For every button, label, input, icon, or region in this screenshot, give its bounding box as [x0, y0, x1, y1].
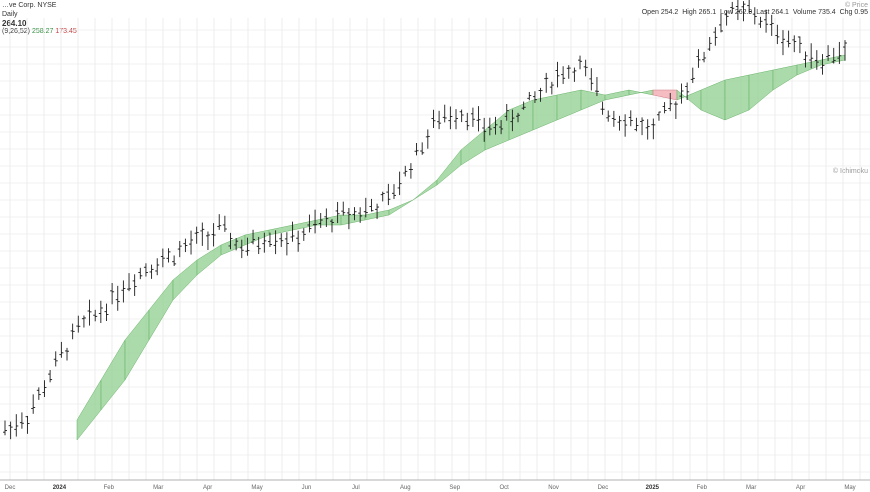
high-label: High [682, 9, 697, 16]
x-tick-label: 2025 [646, 485, 660, 491]
x-tick-label: Oct [499, 485, 509, 491]
ichimoku-cloud-segment [580, 89, 606, 111]
ichimoku-cloud-segment [820, 54, 846, 66]
ichimoku-cloud-segment [244, 229, 270, 246]
ichimoku-cloud-segment [652, 89, 678, 101]
x-tick-label: Mar [746, 485, 756, 491]
ichimoku-cloud-segment [388, 199, 414, 216]
x-tick-label: May [251, 485, 262, 491]
x-tick-label: Nov [548, 485, 559, 491]
x-tick-label: Jul [352, 485, 360, 491]
ichimoku-params: (9,26,52) [2, 28, 31, 35]
ichimoku-cloud-segment [772, 64, 798, 91]
watermark: © Price [844, 2, 868, 9]
ichimoku-cloud-segment [196, 244, 222, 276]
ichimoku-value-red: 173.45 [55, 28, 77, 35]
ichimoku-cloud-segment [340, 214, 366, 226]
ichimoku-cloud-segment [460, 129, 486, 166]
volume-value: 735.4 [818, 9, 836, 16]
x-tick-label: Mar [153, 485, 163, 491]
open-label: Open [641, 9, 659, 16]
ichimoku-cloud-segment [628, 89, 654, 96]
x-tick-label: May [844, 485, 855, 491]
high-value: 265.1 [698, 9, 717, 16]
x-tick-label: Feb [697, 485, 708, 491]
x-tick-label: Jun [302, 485, 312, 491]
ichimoku-cloud-segment [556, 89, 582, 121]
x-tick-label: Dec [5, 485, 16, 491]
x-tick-label: Sep [449, 485, 460, 491]
ichimoku-cloud-segment [532, 94, 558, 131]
ichimoku-cloud-segment [724, 74, 750, 121]
last-price-label: 264.10 [2, 19, 27, 28]
chart-title: …ve Corp. NYSE [2, 2, 57, 9]
x-tick-label: Dec [598, 485, 609, 491]
watermark-sub: © Ichimoku [832, 168, 868, 175]
ichimoku-cloud-segment [748, 69, 774, 111]
x-tick-label: Apr [796, 485, 805, 491]
chg-label: Chg [839, 9, 853, 16]
ichimoku-legend: (9,26,52) 258.27 173.45 [2, 28, 77, 35]
x-tick-label: Feb [104, 485, 115, 491]
x-tick-label: Aug [400, 485, 411, 491]
open-value: 254.2 [660, 9, 679, 16]
chart-interval: Daily [2, 11, 18, 18]
x-tick-label: Apr [203, 485, 212, 491]
ichimoku-cloud-segment [76, 379, 102, 441]
volume-label: Volume [792, 9, 817, 16]
ichimoku-cloud-segment [604, 89, 630, 101]
x-tick-label: 2024 [53, 485, 67, 491]
ichimoku-cloud-segment [436, 149, 462, 186]
ichimoku-cloud-segment [172, 259, 198, 301]
last-value: 264.1 [771, 9, 789, 16]
ichimoku-cloud-segment [100, 339, 126, 411]
ichimoku-cloud-segment [700, 79, 726, 121]
ichimoku-value-green: 258.27 [31, 28, 54, 35]
ichimoku-cloud-segment [676, 89, 702, 111]
last-label: Last [756, 9, 770, 16]
ichimoku-cloud-segment [124, 309, 150, 381]
ichimoku-cloud-segment [148, 279, 174, 341]
chg-value: 0.95 [854, 9, 868, 16]
